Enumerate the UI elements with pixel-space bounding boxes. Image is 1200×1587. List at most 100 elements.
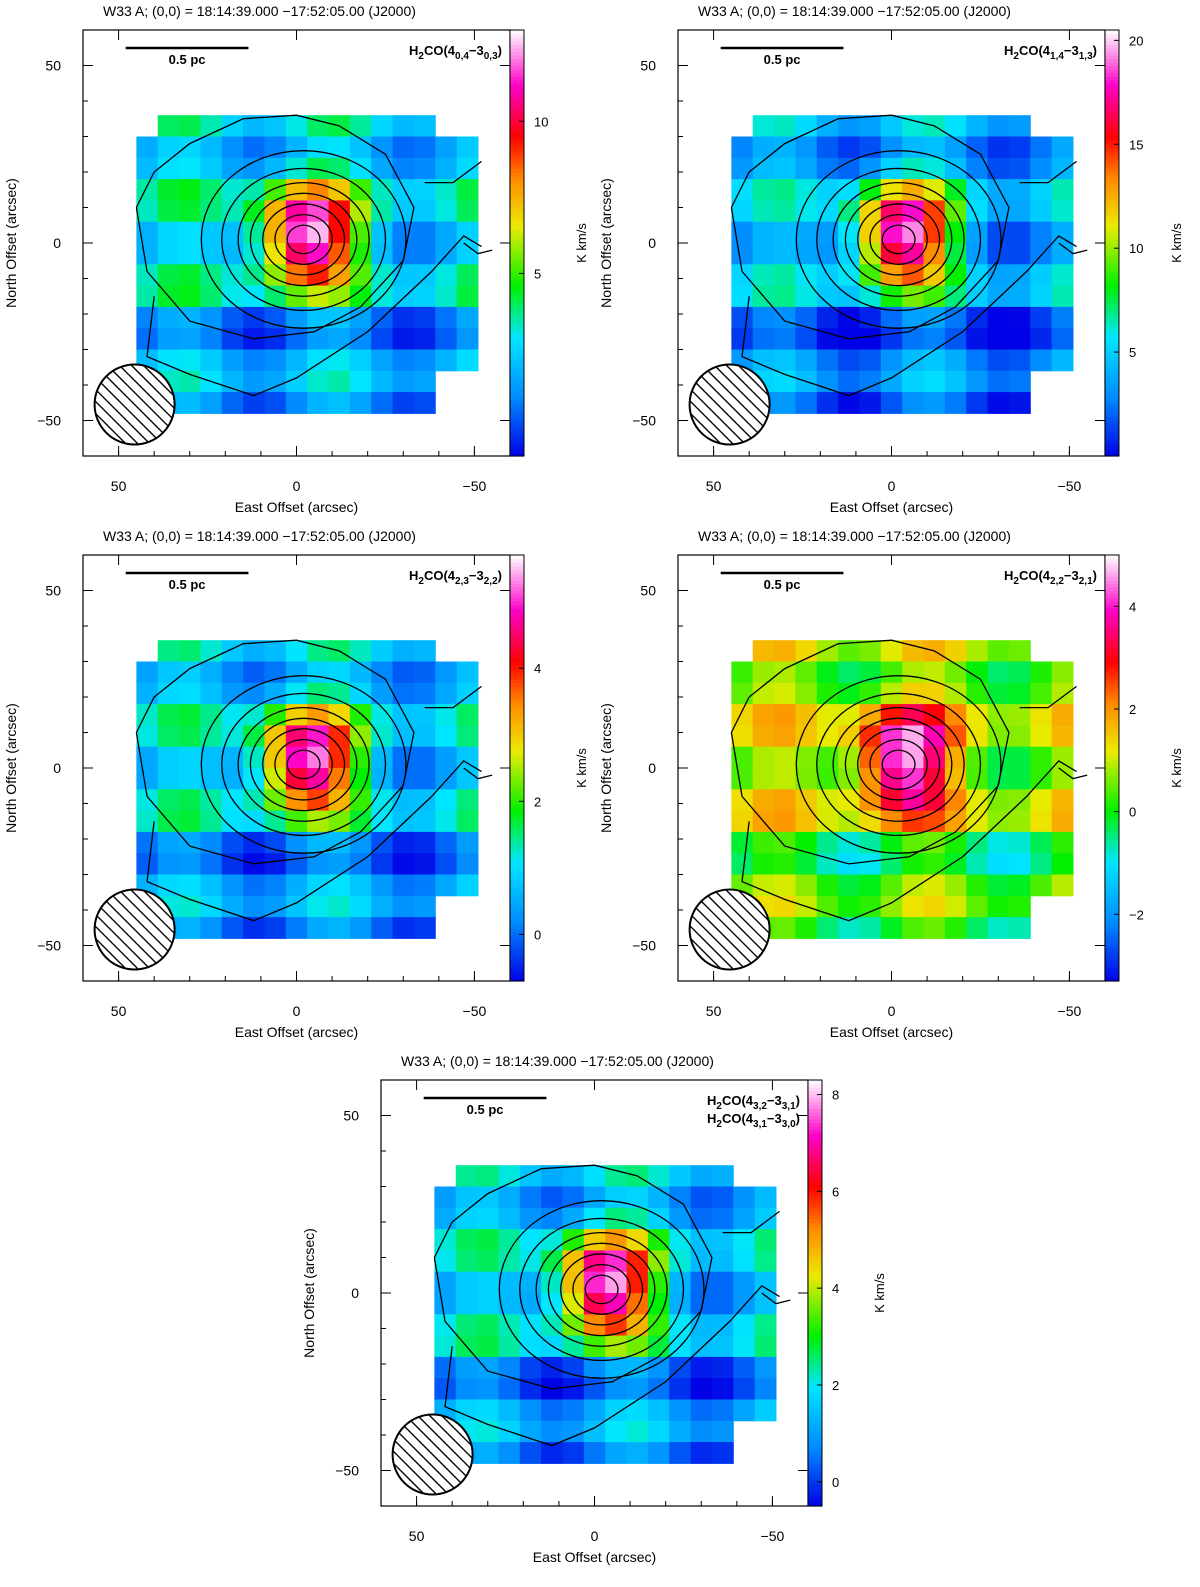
colorbar-segment bbox=[510, 427, 524, 432]
heatmap-cell bbox=[562, 1335, 585, 1358]
colorbar-segment bbox=[808, 1303, 822, 1308]
line-label: H2CO(43,2−33,1) bbox=[707, 1093, 800, 1112]
colorbar-segment bbox=[510, 182, 524, 187]
heatmap-cell bbox=[1051, 243, 1074, 265]
x-axis-label: East Offset (arcsec) bbox=[830, 499, 953, 515]
heatmap-cell bbox=[944, 640, 967, 662]
colorbar-segment bbox=[1105, 753, 1119, 758]
colorbar-segment bbox=[808, 1349, 822, 1354]
heatmap-cell bbox=[711, 1314, 734, 1337]
colorbar-segment bbox=[510, 186, 524, 191]
colorbar-segment bbox=[1105, 938, 1119, 943]
colorbar-segment bbox=[1105, 636, 1119, 641]
colorbar-segment bbox=[510, 586, 524, 592]
heatmap-cell bbox=[328, 370, 351, 393]
heatmap-cell bbox=[690, 1420, 713, 1443]
heatmap-cell bbox=[795, 917, 818, 939]
hatch-line bbox=[689, 364, 755, 445]
heatmap-cell bbox=[816, 810, 839, 833]
contour-line bbox=[1058, 242, 1088, 255]
beam-outline bbox=[93, 363, 176, 446]
beam-hatch bbox=[392, 1414, 473, 1495]
heatmap-cell bbox=[434, 1293, 457, 1315]
colorbar-segment bbox=[510, 846, 524, 851]
colorbar-segment bbox=[1105, 562, 1119, 567]
colorbar-segment bbox=[808, 1197, 822, 1202]
heatmap-cell bbox=[1051, 682, 1074, 705]
contour-line bbox=[1058, 767, 1088, 780]
hatch-line bbox=[689, 889, 770, 970]
colorbar-segment bbox=[510, 721, 524, 726]
heatmap-cell bbox=[349, 810, 372, 833]
heatmap-cell bbox=[1030, 746, 1053, 769]
colorbar-segment bbox=[808, 1385, 822, 1390]
heatmap-cell bbox=[264, 392, 287, 414]
colorbar-segment bbox=[1105, 228, 1119, 233]
heatmap-cell bbox=[413, 370, 436, 393]
heatmap-cell bbox=[221, 895, 244, 918]
heatmap-cell bbox=[413, 917, 436, 939]
heatmap-cell bbox=[902, 392, 925, 414]
contour-line bbox=[221, 167, 387, 312]
colorbar-segment bbox=[510, 824, 524, 829]
colorbar-segment bbox=[808, 1296, 822, 1301]
heatmap-cell bbox=[456, 874, 479, 897]
heatmap-cell bbox=[966, 392, 989, 414]
heatmap-cell bbox=[605, 1314, 628, 1337]
heatmap-cell bbox=[307, 392, 330, 414]
colorbar-segment bbox=[1105, 328, 1119, 333]
colorbar-segment bbox=[1105, 686, 1119, 691]
colorbar-segment bbox=[510, 707, 524, 712]
heatmap-cell bbox=[711, 1378, 734, 1400]
heatmap-cell bbox=[285, 661, 308, 684]
heatmap-cell bbox=[371, 370, 394, 393]
heatmap-cell bbox=[1008, 328, 1031, 350]
heatmap-cell bbox=[1008, 136, 1031, 159]
colorbar-segment bbox=[1105, 186, 1119, 191]
colorbar-segment bbox=[1105, 416, 1119, 422]
colorbar-segment bbox=[510, 200, 524, 205]
colorbar-segment bbox=[1105, 207, 1119, 212]
colorbar-segment bbox=[1105, 846, 1119, 851]
colorbar-segment bbox=[1105, 381, 1119, 386]
heatmap-cell bbox=[711, 1229, 734, 1251]
colorbar-segment bbox=[1105, 225, 1119, 230]
colorbar-segment bbox=[808, 1356, 822, 1362]
heatmap-cell bbox=[987, 179, 1010, 201]
colorbar-segment bbox=[1105, 90, 1119, 95]
heatmap-cell bbox=[519, 1378, 542, 1400]
colorbar-segment bbox=[1105, 360, 1119, 365]
heatmap-cell bbox=[944, 285, 967, 308]
colorbar-segment bbox=[510, 885, 524, 890]
heatmap-cell bbox=[1008, 789, 1031, 812]
heatmap-cell bbox=[859, 661, 882, 684]
contour-line bbox=[881, 749, 916, 780]
colorbar-segment bbox=[1105, 356, 1119, 361]
colorbar-segment bbox=[510, 342, 524, 347]
contour-line bbox=[424, 685, 482, 709]
colorbar-segment bbox=[1105, 72, 1119, 77]
heatmap-cell bbox=[711, 1420, 734, 1443]
chart-panel-h2co-423-322: W33 A; (0,0) = 18:14:39.000 −17:52:05.00… bbox=[0, 525, 600, 1055]
heatmap-cell bbox=[754, 1399, 777, 1422]
heatmap-cell bbox=[328, 200, 351, 223]
heatmap-cell bbox=[435, 200, 458, 223]
colorbar-segment bbox=[510, 193, 524, 198]
heatmap-cell bbox=[179, 768, 201, 790]
heatmap-cell bbox=[966, 328, 989, 350]
heatmap-cell bbox=[733, 1314, 756, 1337]
colorbar-segment bbox=[510, 977, 524, 982]
colorbar-segment bbox=[808, 1126, 822, 1131]
heatmap-cell bbox=[902, 349, 925, 372]
heatmap-cell bbox=[179, 725, 201, 748]
heatmap-cell bbox=[966, 640, 989, 662]
heatmap-cell bbox=[264, 704, 287, 726]
colorbar-segment bbox=[510, 409, 524, 414]
colorbar-segment bbox=[808, 1111, 822, 1117]
heatmap-cell bbox=[1008, 264, 1031, 287]
heatmap-cell bbox=[838, 157, 860, 180]
heatmap-cell bbox=[562, 1186, 585, 1209]
colorbar-segment bbox=[1105, 61, 1119, 67]
heatmap-cell bbox=[136, 789, 159, 812]
heatmap-cell bbox=[923, 682, 946, 705]
